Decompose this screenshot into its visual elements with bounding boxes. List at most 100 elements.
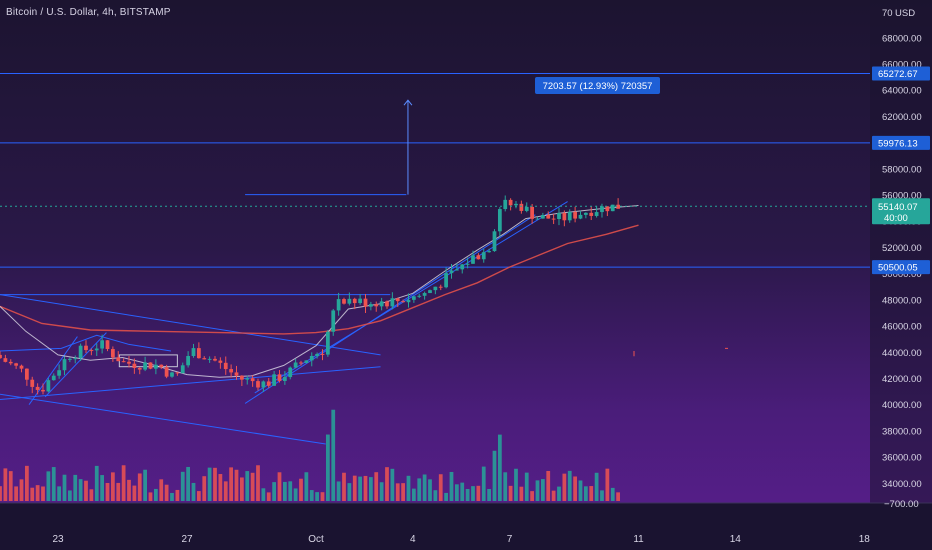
x-tick-label: 23: [52, 534, 64, 545]
volume-bar: [454, 484, 459, 501]
volume-bar: [325, 434, 330, 501]
candle-body: [460, 264, 465, 270]
candle-body: [14, 363, 19, 366]
volume-bar: [218, 474, 223, 501]
candle-body: [234, 372, 239, 376]
y-tick-label: 64000.00: [882, 86, 922, 97]
candle-body: [121, 361, 126, 363]
candle-body: [411, 296, 416, 300]
candle-body: [256, 381, 260, 388]
volume-bar: [514, 468, 518, 501]
volume-bar: [406, 475, 411, 501]
volume-bar: [600, 490, 604, 501]
candle-body: [186, 356, 191, 366]
volume-bar: [336, 481, 341, 501]
volume-bar: [363, 475, 368, 501]
candle-body: [379, 301, 384, 307]
volume-bar: [105, 482, 110, 501]
trend-line: [44, 332, 107, 398]
volume-bar: [132, 485, 137, 501]
volume-bar: [137, 473, 142, 501]
y-tick-label: 50000.00: [882, 269, 922, 280]
volume-bar: [320, 492, 325, 501]
volume-bar: [487, 488, 491, 501]
volume-bar: [94, 465, 99, 501]
volume-bar: [540, 479, 545, 501]
candle-body: [127, 361, 131, 364]
candle-body: [578, 214, 583, 219]
volume-bar: [422, 474, 427, 501]
volume-bar: [143, 469, 148, 501]
candle-body: [417, 295, 422, 297]
candle-body: [218, 360, 223, 363]
volume-bar: [315, 492, 319, 501]
y-tick-label: 42000.00: [882, 374, 922, 385]
volume-bar: [385, 467, 389, 501]
volume-bar: [497, 434, 502, 501]
candle-body: [352, 298, 357, 304]
volume-bar: [293, 488, 298, 501]
volume-bar: [573, 476, 577, 501]
support-resistance: [0, 194, 407, 296]
candle-body: [277, 374, 282, 381]
candle-body: [503, 199, 508, 210]
candle-body: [508, 199, 513, 206]
volume-bars: [0, 409, 620, 501]
price-levels: 65272.67 59976.13 50500.05: [0, 66, 930, 275]
candle-body: [540, 214, 545, 219]
trend-line: [0, 294, 381, 356]
candle-body: [245, 378, 250, 380]
candle-body: [325, 331, 330, 355]
x-tick-label: 27: [181, 534, 193, 545]
volume-bar: [100, 475, 105, 501]
volume-bar: [19, 479, 24, 501]
candle-body: [342, 299, 346, 304]
candle-body: [320, 353, 325, 355]
candle-body: [213, 358, 217, 361]
candle-body: [546, 214, 551, 219]
range-box: [118, 354, 178, 368]
candle-body: [594, 212, 599, 216]
price-level-label: 65272.67: [878, 69, 918, 80]
volume-bar: [266, 492, 271, 501]
x-axis-ticks: 23 27 Oct 4 7 11 14 18: [52, 534, 870, 545]
candle-body: [288, 367, 293, 378]
volume-bar: [368, 477, 373, 501]
volume-bar: [481, 466, 486, 501]
volume-bar: [342, 472, 346, 501]
candle-body: [487, 251, 491, 253]
y-axis-ticks: 68000.0066000.0064000.0062000.0060000.00…: [882, 33, 922, 510]
candle-body: [368, 304, 373, 307]
current-price-badge: [872, 198, 930, 225]
candle-body: [315, 353, 319, 356]
price-axis-panel: [870, 0, 932, 503]
candle-body: [385, 301, 389, 307]
y-tick-label: 66000.00: [882, 59, 922, 70]
volume-bar: [583, 486, 588, 501]
volume-bar: [567, 470, 572, 501]
volume-bar: [589, 486, 594, 501]
volume-bar: [444, 492, 448, 501]
candle-body: [89, 350, 94, 352]
candle-body: [105, 340, 110, 350]
volume-bar: [519, 486, 524, 501]
trend-line: [254, 201, 568, 394]
x-tick-label: Oct: [308, 534, 324, 545]
candle-body: [0, 354, 2, 359]
volume-bar: [207, 467, 212, 501]
candle-body: [164, 367, 169, 377]
volume-bar: [594, 472, 599, 501]
candle-body: [610, 204, 615, 212]
x-tick-label: 11: [633, 534, 644, 545]
volume-bar: [30, 487, 35, 501]
candle-body: [153, 364, 158, 369]
y-tick-label: 52000.00: [882, 243, 922, 254]
volume-bar: [277, 472, 282, 501]
volume-bar: [148, 492, 153, 501]
candle-body: [62, 359, 67, 371]
candle-body: [454, 269, 459, 271]
volume-bar: [261, 488, 266, 501]
price-level-badge: [872, 260, 930, 275]
volume-bar: [546, 470, 551, 501]
